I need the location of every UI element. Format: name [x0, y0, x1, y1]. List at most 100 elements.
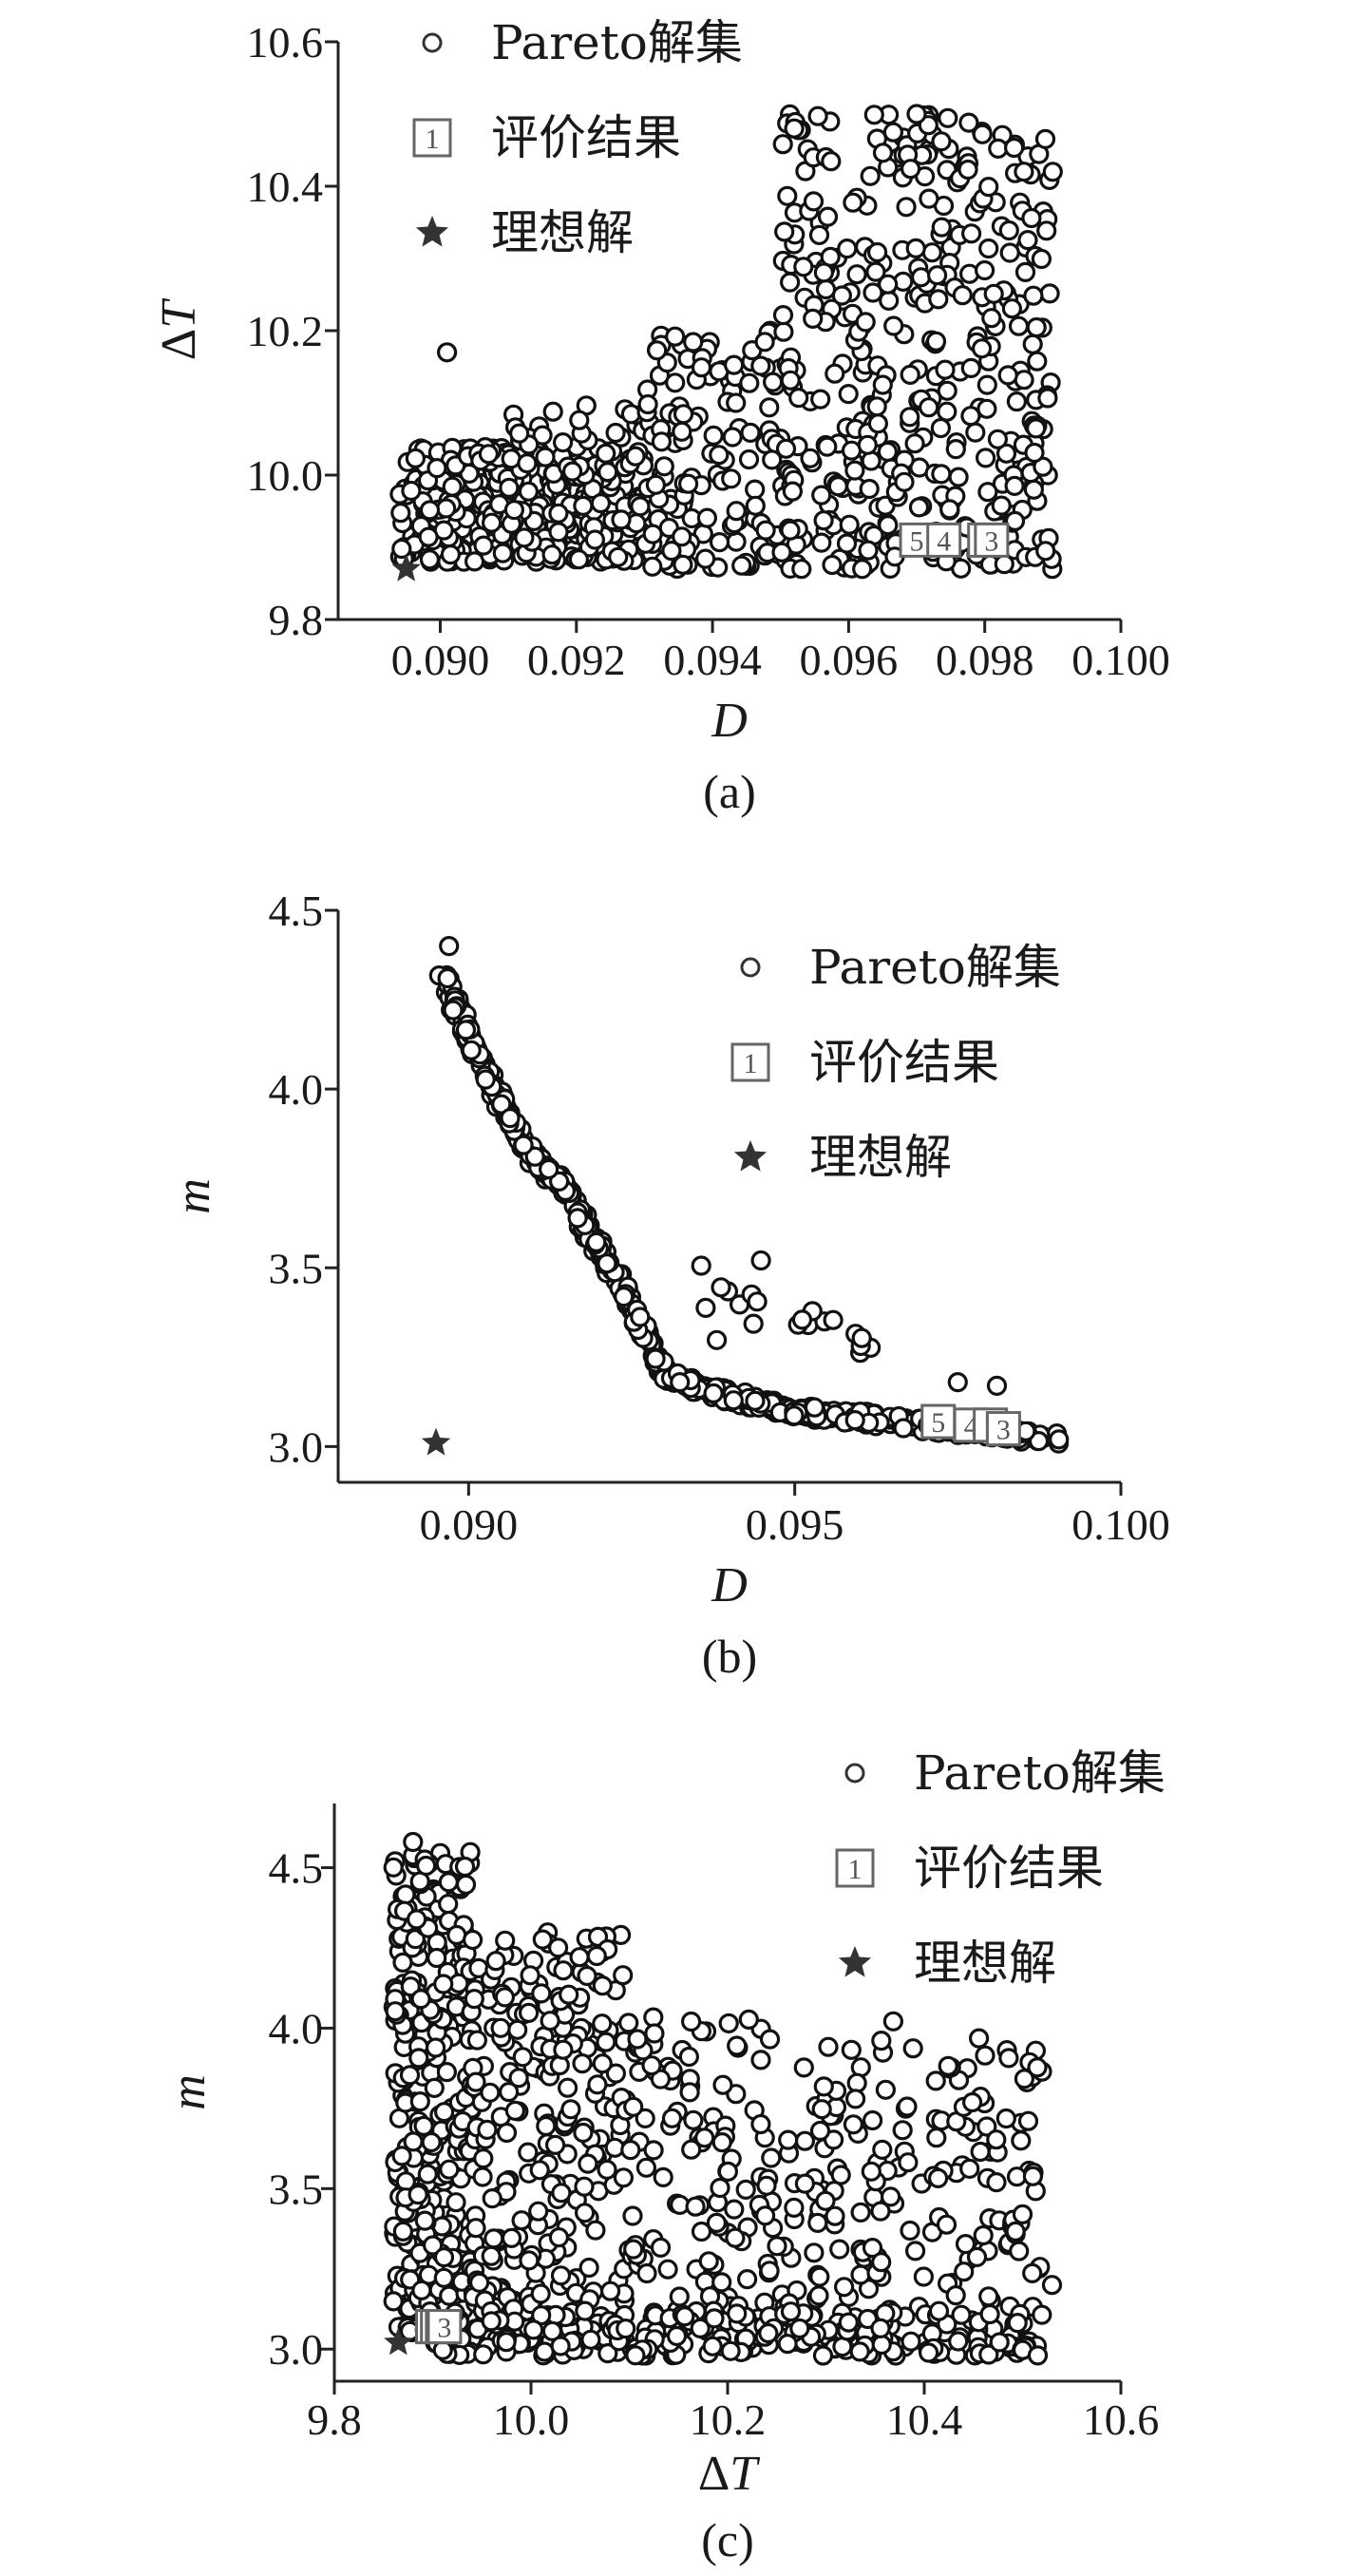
pareto-point	[1017, 2110, 1039, 2131]
pareto-point	[625, 2345, 646, 2366]
pareto-point	[481, 2245, 502, 2266]
pareto-point	[959, 2158, 980, 2179]
y-tick-label: 9.8	[269, 596, 324, 644]
pareto-point	[811, 2099, 832, 2120]
pareto-point	[754, 2205, 776, 2226]
pareto-point	[661, 2108, 683, 2128]
ideal-star-icon	[391, 553, 421, 582]
pareto-point	[709, 445, 730, 466]
pareto-point	[852, 559, 873, 580]
pareto-point	[694, 2128, 715, 2148]
pareto-point	[433, 2247, 455, 2268]
pareto-point	[711, 2132, 732, 2153]
pareto-point	[872, 143, 894, 163]
pareto-point	[739, 372, 760, 393]
pareto-point	[838, 384, 859, 405]
pareto-point	[703, 1383, 724, 1404]
pareto-point	[1036, 220, 1057, 241]
chart-panel-c: 9.810.010.210.410.63.03.54.04.5ΔTm(c)541…	[161, 1746, 1166, 2566]
pareto-point	[986, 2129, 1007, 2150]
pareto-point	[647, 340, 668, 361]
pareto-point	[794, 2130, 816, 2151]
y-tick-label: 10.2	[247, 307, 324, 355]
pareto-point	[921, 242, 942, 263]
pareto-point	[1031, 248, 1052, 270]
pareto-point	[642, 556, 663, 577]
pareto-point	[838, 2312, 859, 2333]
pareto-point	[782, 481, 804, 502]
pareto-point	[756, 2175, 777, 2196]
pareto-point	[803, 308, 824, 329]
pareto-point	[809, 2120, 831, 2142]
evaluation-square	[974, 522, 1010, 558]
pareto-point	[871, 2252, 892, 2273]
pareto-point	[978, 2286, 999, 2307]
pareto-point	[482, 2188, 502, 2209]
pareto-point	[613, 2167, 635, 2188]
pareto-point	[1006, 2166, 1028, 2187]
pareto-point	[499, 477, 520, 499]
pareto-point	[500, 1107, 521, 1129]
pareto-point	[780, 2301, 802, 2322]
pareto-point	[910, 267, 932, 288]
pareto-point	[875, 2079, 897, 2100]
pareto-point	[1014, 261, 1036, 282]
pareto-point	[774, 221, 795, 242]
legend-ideal-label: 理想解	[914, 1936, 1056, 1991]
pareto-point	[955, 2234, 976, 2255]
pareto-point	[568, 549, 590, 570]
pareto-point	[897, 2096, 918, 2117]
panel-caption: (c)	[701, 2513, 754, 2566]
pareto-point	[695, 1297, 716, 1319]
pareto-point	[574, 2176, 595, 2197]
pareto-point	[575, 2300, 596, 2321]
pareto-point	[517, 453, 538, 474]
pareto-point	[385, 2001, 406, 2022]
pareto-point	[613, 1965, 634, 1986]
pareto-point	[481, 512, 502, 533]
pareto-point	[767, 2236, 787, 2257]
pareto-point	[902, 2038, 923, 2059]
pareto-point	[548, 522, 569, 543]
pareto-point	[850, 2264, 871, 2285]
pareto-point	[839, 514, 860, 535]
pareto-point	[825, 363, 845, 384]
pareto-point	[685, 2196, 706, 2217]
pareto-point	[968, 2028, 990, 2049]
pareto-point	[608, 546, 629, 567]
pareto-point	[1022, 2166, 1044, 2186]
pareto-point	[975, 448, 996, 468]
pareto-point	[508, 2068, 529, 2089]
pareto-point	[970, 2141, 991, 2163]
pareto-point	[1035, 541, 1056, 562]
pareto-point	[945, 439, 966, 460]
pareto-point	[723, 1390, 744, 1411]
pareto-point	[998, 219, 1019, 241]
pareto-point	[630, 496, 651, 517]
pareto-point	[518, 2142, 539, 2163]
pareto-point	[784, 118, 805, 139]
pareto-point	[861, 450, 882, 471]
x-tick-label: 0.098	[936, 636, 1034, 684]
pareto-point	[1004, 475, 1025, 496]
pareto-point	[1022, 334, 1043, 354]
pareto-point	[645, 1348, 666, 1369]
pareto-point	[813, 2076, 834, 2097]
pareto-point	[1014, 162, 1034, 182]
pareto-point	[454, 1856, 476, 1878]
pareto-point	[866, 241, 888, 263]
pareto-point	[918, 2342, 939, 2363]
pareto-point	[750, 2113, 771, 2135]
pareto-point	[930, 417, 952, 439]
pareto-point	[995, 2108, 1016, 2129]
pareto-point	[812, 2345, 834, 2366]
pareto-point	[1004, 510, 1026, 532]
pareto-point	[900, 364, 920, 385]
pareto-point	[858, 540, 879, 561]
pareto-point	[997, 365, 1018, 386]
pareto-point	[777, 2334, 798, 2355]
pareto-point	[518, 481, 540, 502]
pareto-point	[678, 2046, 700, 2068]
pareto-point	[636, 2262, 657, 2284]
